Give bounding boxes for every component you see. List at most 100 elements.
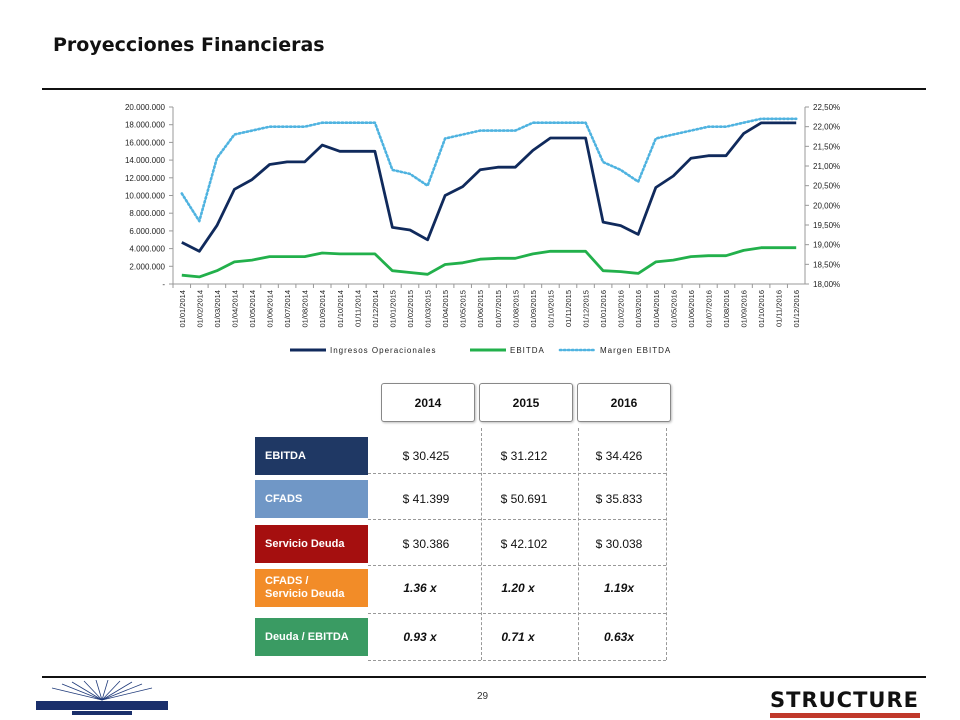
- series-line-ebitda: [181, 246, 797, 279]
- year-header-2015: 2015: [479, 383, 573, 422]
- x-tick-label: 01/04/2016: [652, 290, 661, 328]
- x-tick-label: 01/12/2016: [792, 290, 801, 328]
- y-right-tick-label: 21,00%: [813, 162, 840, 171]
- x-tick-label: 01/07/2016: [704, 290, 713, 328]
- cell-deuda-ebitda-2014: 0.93 x: [403, 630, 437, 644]
- x-tick-label: 01/08/2016: [722, 290, 731, 328]
- cell-deuda-ebitda-2015: 0.71 x: [501, 630, 535, 644]
- row-label-text: Deuda / EBITDA: [265, 630, 349, 643]
- y-right-tick-label: 18,00%: [813, 280, 840, 289]
- y-right-tick-label: 19,00%: [813, 241, 840, 250]
- table-divider: [368, 519, 666, 520]
- y-left-tick-label: 8.000.000: [129, 209, 165, 218]
- blastinaval-logo: [36, 680, 168, 715]
- x-tick-label: 01/12/2015: [582, 290, 591, 328]
- table-divider: [666, 428, 667, 660]
- x-tick-label: 01/11/2015: [564, 290, 573, 327]
- y-right-tick-label: 20,00%: [813, 201, 840, 210]
- table-divider: [368, 613, 666, 614]
- x-tick-label: 01/02/2014: [195, 290, 204, 328]
- cell-cfads-2015: $ 50.691: [500, 492, 548, 506]
- row-label-text: CFADS /: [265, 575, 309, 587]
- y-left-tick-label: 12.000.000: [125, 174, 166, 183]
- row-label-text: Servicio Deuda: [265, 537, 345, 550]
- y-right-tick-label: 22,00%: [813, 123, 840, 132]
- x-tick-label: 01/02/2015: [406, 290, 415, 328]
- x-tick-label: 01/10/2016: [757, 290, 766, 328]
- row-label-ebitda: EBITDA: [255, 437, 368, 475]
- x-tick-label: 01/08/2015: [511, 290, 520, 328]
- x-tick-label: 01/12/2014: [371, 290, 380, 328]
- financial-projection-chart: - 2.000.000 4.000.000 6.000.000 8.000.000 10.…: [125, 103, 840, 355]
- page-number: 29: [477, 691, 489, 702]
- y-left-tick-label: 14.000.000: [125, 156, 166, 165]
- table-divider: [368, 565, 666, 566]
- cell-cfads-2016: $ 35.833: [595, 492, 643, 506]
- cell-servicio-deuda-2015: $ 42.102: [500, 537, 548, 551]
- x-tick-label: 01/06/2014: [266, 290, 275, 328]
- cell-ebitda-2016: $ 34.426: [595, 449, 643, 463]
- cell-ebitda-2015: $ 31.212: [500, 449, 548, 463]
- table-divider: [481, 428, 482, 660]
- y-right-tick-label: 20,50%: [813, 182, 840, 191]
- y-left-tick-label: 2.000.000: [129, 262, 165, 271]
- series-line-margen-ebitda: [180, 117, 798, 223]
- table-divider: [578, 428, 579, 660]
- x-tick-label: 01/09/2015: [529, 290, 538, 328]
- row-label-cfads-servicio-deuda: CFADS / Servicio Deuda: [255, 569, 368, 607]
- cell-ebitda-2014: $ 30.425: [402, 449, 450, 463]
- table-divider: [368, 473, 666, 474]
- x-tick-label: 01/08/2014: [301, 290, 310, 328]
- x-tick-label: 01/10/2014: [336, 290, 345, 328]
- x-tick-label: 01/04/2014: [230, 290, 239, 328]
- x-tick-label: 01/05/2015: [459, 290, 468, 328]
- x-tick-label: 01/03/2015: [424, 290, 433, 328]
- row-label-text: Servicio Deuda: [265, 588, 345, 600]
- y-left-tick-label: 16.000.000: [125, 138, 166, 147]
- x-tick-label: 01/06/2016: [687, 290, 696, 328]
- cell-deuda-ebitda-2016: 0.63x: [603, 630, 635, 644]
- cell-cfads-ratio-2014: 1.36 x: [403, 581, 437, 595]
- row-label-cfads: CFADS: [255, 480, 368, 518]
- y-left-tick-label: 6.000.000: [129, 227, 165, 236]
- x-tick-label: 01/04/2015: [441, 290, 450, 328]
- structure-logo: STRUCTURE: [770, 688, 920, 718]
- x-tick-label: 01/10/2015: [546, 290, 555, 328]
- header-divider: [42, 88, 926, 90]
- x-tick-label: 01/09/2016: [740, 290, 749, 328]
- x-tick-label: 01/01/2016: [599, 290, 608, 328]
- year-header-2016: 2016: [577, 383, 671, 422]
- row-label-text: EBITDA: [265, 449, 306, 462]
- x-tick-label: 01/03/2016: [634, 290, 643, 328]
- y-right-tick-label: 21,50%: [813, 142, 840, 151]
- row-label-text: CFADS: [265, 492, 303, 505]
- y-left-tick-label: 18.000.000: [125, 121, 166, 130]
- x-tick-label: 01/05/2016: [669, 290, 678, 328]
- y-left-tick-label: -: [162, 280, 165, 289]
- cell-cfads-ratio-2015: 1.20 x: [501, 581, 535, 595]
- footer-divider: [42, 676, 926, 678]
- row-label-deuda-ebitda: Deuda / EBITDA: [255, 618, 368, 656]
- x-tick-label: 01/02/2016: [617, 290, 626, 328]
- y-right-tick-label: 22,50%: [813, 103, 840, 112]
- y-left-tick-label: 20.000.000: [125, 103, 166, 112]
- row-label-servicio-deuda: Servicio Deuda: [255, 525, 368, 563]
- x-tick-label: 01/11/2016: [775, 290, 784, 327]
- y-left-tick-label: 4.000.000: [129, 245, 165, 254]
- legend-entry: EBITDA: [510, 346, 545, 355]
- year-header-2014: 2014: [381, 383, 475, 422]
- y-right-tick-label: 18,50%: [813, 260, 840, 269]
- page-title: Proyecciones Financieras: [53, 34, 325, 56]
- legend-entry: Margen EBITDA: [600, 346, 671, 355]
- x-tick-label: 01/05/2014: [248, 290, 257, 328]
- x-tick-label: 01/07/2014: [283, 290, 292, 328]
- cell-servicio-deuda-2014: $ 30.386: [402, 537, 450, 551]
- cell-cfads-ratio-2016: 1.19x: [603, 581, 635, 595]
- x-tick-label: 01/01/2014: [178, 290, 187, 328]
- x-tick-label: 01/09/2014: [318, 290, 327, 328]
- x-tick-label: 01/07/2015: [494, 290, 503, 328]
- cell-cfads-2014: $ 41.399: [402, 492, 450, 506]
- x-tick-label: 01/03/2014: [213, 290, 222, 328]
- x-tick-label: 01/06/2015: [476, 290, 485, 328]
- legend-entry: Ingresos Operacionales: [330, 346, 437, 355]
